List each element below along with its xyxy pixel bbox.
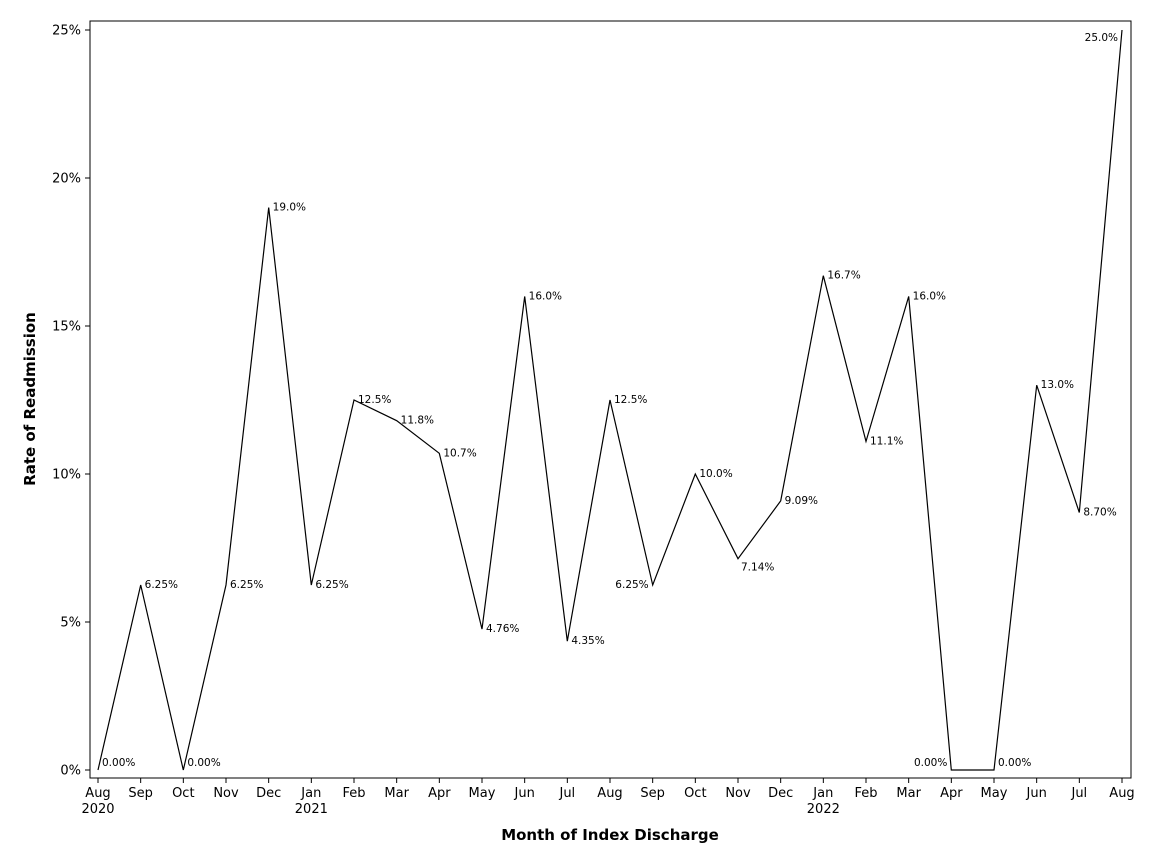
x-tick-label: Aug xyxy=(597,786,622,801)
x-tick-label: Aug xyxy=(85,786,110,801)
data-label: 0.00% xyxy=(998,757,1031,769)
x-year-label: 2022 xyxy=(807,802,840,817)
x-tick-label: Apr xyxy=(428,786,451,801)
data-label: 0.00% xyxy=(102,757,135,769)
x-tick-label: Jul xyxy=(1070,786,1087,801)
x-year-label: 2021 xyxy=(295,802,328,817)
data-label: 16.0% xyxy=(529,290,562,302)
data-label: 6.25% xyxy=(615,579,648,591)
x-tick-label: Dec xyxy=(256,786,281,801)
series-line xyxy=(97,29,1123,771)
data-labels: 0.00% 6.25% 0.00% 6.25% 19.0% 6.25% 12.5% 11.8%… xyxy=(102,32,1118,769)
y-tick-label: 10% xyxy=(52,468,81,483)
x-tick-label: Jun xyxy=(1026,786,1047,801)
y-tick-label: 0% xyxy=(60,764,81,779)
data-label: 11.1% xyxy=(870,435,903,447)
data-label: 16.0% xyxy=(913,290,946,302)
x-tick-label: Aug xyxy=(1109,786,1134,801)
y-tick-label: 15% xyxy=(52,320,81,335)
data-label: 11.8% xyxy=(401,415,434,427)
x-tick-label: Jan xyxy=(812,786,833,801)
y-tick-label: 5% xyxy=(60,616,81,631)
data-label: 6.25% xyxy=(145,579,178,591)
y-axis: 0% 5% 10% 15% 20% 25% xyxy=(52,24,90,779)
data-label: 6.25% xyxy=(230,579,263,591)
data-label: 8.70% xyxy=(1083,506,1116,518)
data-label: 0.00% xyxy=(914,757,947,769)
data-label: 13.0% xyxy=(1041,379,1074,391)
x-tick-label: Feb xyxy=(854,786,877,801)
data-label: 10.0% xyxy=(699,468,732,480)
x-tick-label: May xyxy=(981,786,1008,801)
data-label: 12.5% xyxy=(614,394,647,406)
x-tick-label: Dec xyxy=(768,786,793,801)
x-axis-title: Month of Index Discharge xyxy=(501,826,719,844)
data-label: 10.7% xyxy=(443,447,476,459)
data-label: 7.14% xyxy=(741,562,774,574)
data-label: 4.35% xyxy=(571,635,604,647)
x-tick-label: Feb xyxy=(342,786,365,801)
x-tick-label: Oct xyxy=(172,786,194,801)
x-tick-label: Sep xyxy=(128,786,153,801)
data-label: 16.7% xyxy=(827,270,860,282)
x-tick-label: May xyxy=(469,786,496,801)
y-tick-label: 20% xyxy=(52,172,81,187)
x-tick-label: Nov xyxy=(725,786,751,801)
x-tick-label: Apr xyxy=(940,786,963,801)
x-tick-label: Nov xyxy=(213,786,239,801)
x-tick-label: Sep xyxy=(640,786,665,801)
data-label: 0.00% xyxy=(187,757,220,769)
x-tick-label: Jul xyxy=(558,786,575,801)
data-label: 6.25% xyxy=(315,579,348,591)
y-tick-label: 25% xyxy=(52,24,81,39)
x-tick-label: Mar xyxy=(896,786,921,801)
data-label: 19.0% xyxy=(273,202,306,214)
data-label: 25.0% xyxy=(1085,32,1118,44)
x-year-label: 2020 xyxy=(81,802,114,817)
y-axis-title: Rate of Readmission xyxy=(21,312,39,486)
data-label: 4.76% xyxy=(486,623,519,635)
x-tick-label: Mar xyxy=(384,786,409,801)
plot-frame xyxy=(89,20,1132,779)
x-tick-label: Jun xyxy=(514,786,535,801)
data-label: 12.5% xyxy=(358,394,391,406)
data-label: 9.09% xyxy=(785,495,818,507)
x-tick-label: Oct xyxy=(684,786,706,801)
x-tick-label: Jan xyxy=(300,786,321,801)
